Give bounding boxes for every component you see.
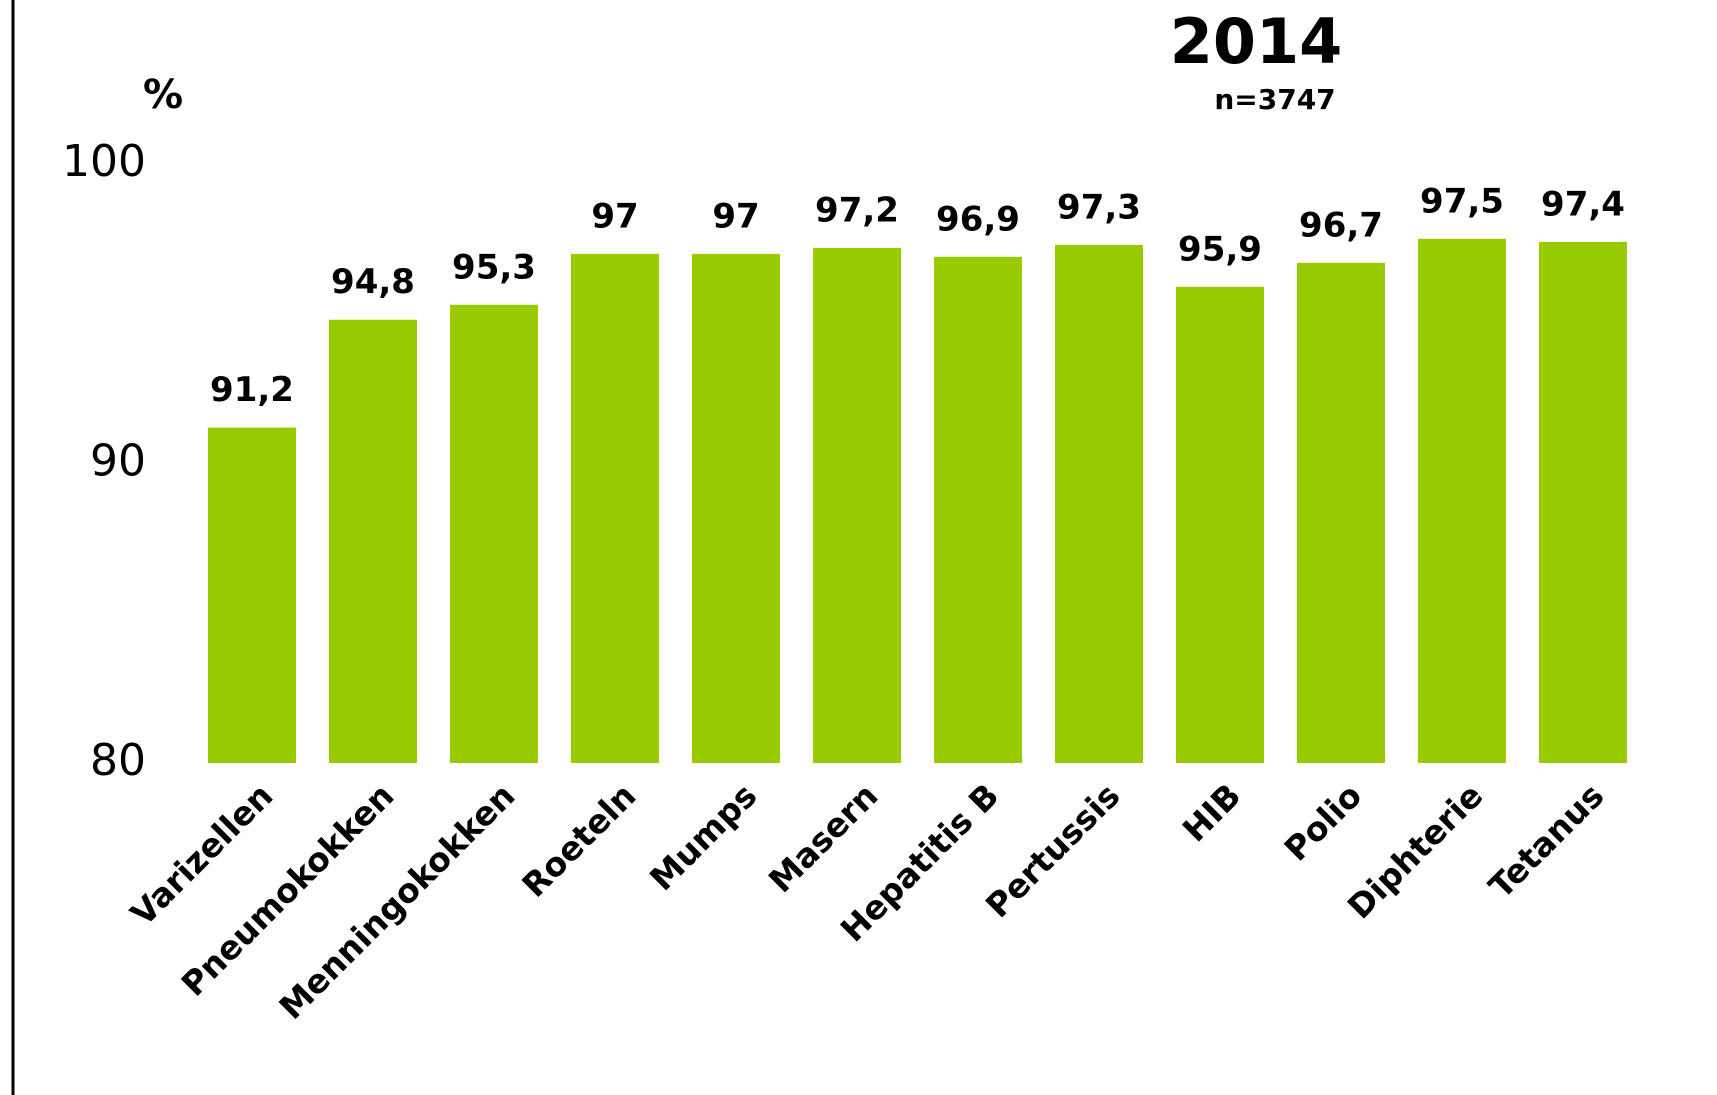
x-tick-label: Polio <box>1277 776 1370 869</box>
chart-subtitle: n=3747 <box>1214 83 1335 116</box>
x-tick-label: Roeteln <box>514 776 643 905</box>
x-tick-label: Pneumokokken <box>174 776 402 1004</box>
value-label: 97,3 <box>1057 187 1141 227</box>
value-label: 97,2 <box>815 190 899 230</box>
bar <box>571 253 659 763</box>
value-label: 94,8 <box>331 262 415 302</box>
y-axis-label: % <box>143 72 183 118</box>
chart-title: 2014 <box>1170 5 1343 78</box>
bar <box>1297 262 1385 763</box>
x-tick-label: HIB <box>1175 776 1249 850</box>
bar <box>813 247 901 764</box>
y-tick-label: 90 <box>90 436 146 487</box>
y-tick-label: 80 <box>90 735 146 786</box>
value-label: 91,2 <box>210 370 294 410</box>
value-label: 97 <box>712 196 759 236</box>
value-label: 96,7 <box>1299 205 1383 245</box>
value-label: 97,5 <box>1420 181 1504 221</box>
bar <box>208 427 296 763</box>
x-tick-label: Tetanus <box>1481 776 1611 906</box>
bar <box>1539 241 1627 763</box>
bar <box>1418 238 1506 763</box>
bar <box>1176 286 1264 763</box>
bar <box>934 256 1022 763</box>
bar <box>1055 244 1143 764</box>
x-tick-label: Menningokokken <box>271 776 522 1027</box>
value-label: 97,4 <box>1541 184 1625 224</box>
value-label: 96,9 <box>936 199 1020 239</box>
value-label: 95,9 <box>1178 229 1262 269</box>
bar <box>692 253 780 763</box>
value-label: 97 <box>591 196 638 236</box>
bar <box>450 304 538 763</box>
y-tick-label: 100 <box>62 136 146 187</box>
value-label: 95,3 <box>452 247 536 287</box>
x-tick-label: Mumps <box>642 776 764 898</box>
bar <box>329 319 417 763</box>
x-tick-label: Masern <box>761 776 885 900</box>
